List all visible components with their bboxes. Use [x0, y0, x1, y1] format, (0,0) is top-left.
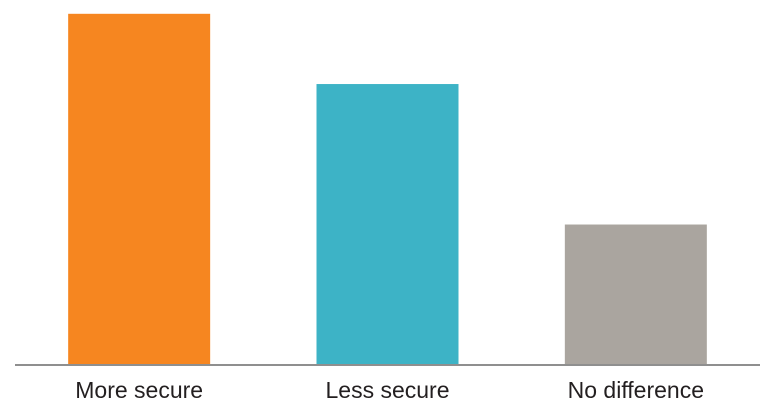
bar-less-secure [316, 84, 459, 365]
x-tick-label: More secure [75, 377, 203, 403]
x-tick-label: Less secure [325, 377, 449, 403]
bar-no-difference [564, 224, 707, 365]
bar-more-secure [68, 13, 211, 365]
x-tick-label: No difference [568, 377, 704, 403]
bars [68, 13, 707, 365]
x-axis-tick-labels: More secure Less secure No difference [75, 377, 704, 403]
